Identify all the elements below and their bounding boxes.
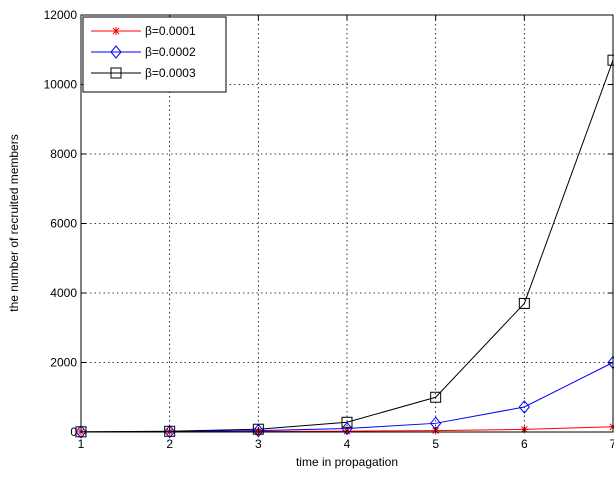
tick-labels: 1 2 3 4 5 6 7 0 2000 4000 6000 8000 10000 12000	[44, 8, 614, 451]
x-tick-label: 5	[432, 437, 439, 451]
data-point-series-3	[430, 391, 442, 403]
legend-marker-1	[112, 27, 120, 35]
data-point-series-2	[164, 424, 176, 439]
legend-box	[82, 16, 227, 93]
legend-label-1: β=0.0001	[145, 24, 196, 38]
data-point-series-3	[164, 425, 176, 437]
x-tick-label: 3	[255, 437, 262, 451]
y-tick-label: 4000	[50, 286, 77, 300]
x-axis-label: time in propagation	[296, 455, 398, 469]
x-tick-label: 1	[78, 437, 85, 451]
y-tick-label: 10000	[44, 78, 78, 92]
y-tick-label: 2000	[50, 356, 77, 370]
data-point-series-3	[518, 297, 530, 309]
grid	[81, 15, 613, 432]
legend-marker-3	[110, 67, 122, 79]
legend-label-2: β=0.0002	[145, 45, 196, 59]
legend-marker-2	[110, 45, 122, 59]
data-point-series-2	[75, 425, 87, 439]
x-tick-label: 6	[521, 437, 528, 451]
y-tick-label: 6000	[50, 217, 77, 231]
data-point-series-2	[341, 421, 353, 436]
data-point-series-2	[252, 423, 264, 438]
x-tick-label: 2	[166, 437, 173, 451]
y-tick-label: 12000	[44, 8, 78, 22]
data-point-series-3	[252, 423, 264, 435]
x-tick-label: 4	[344, 437, 351, 451]
y-axis-label: the number of recruited members	[7, 134, 21, 311]
legend: β=0.0001 β=0.0002 β=0.0003	[82, 16, 227, 93]
x-tick-label: 7	[610, 437, 614, 451]
y-tick-label: 0	[70, 425, 77, 439]
legend-label-3: β=0.0003	[145, 66, 196, 80]
data-point-series-2	[518, 400, 530, 414]
y-tick-label: 8000	[50, 147, 77, 161]
